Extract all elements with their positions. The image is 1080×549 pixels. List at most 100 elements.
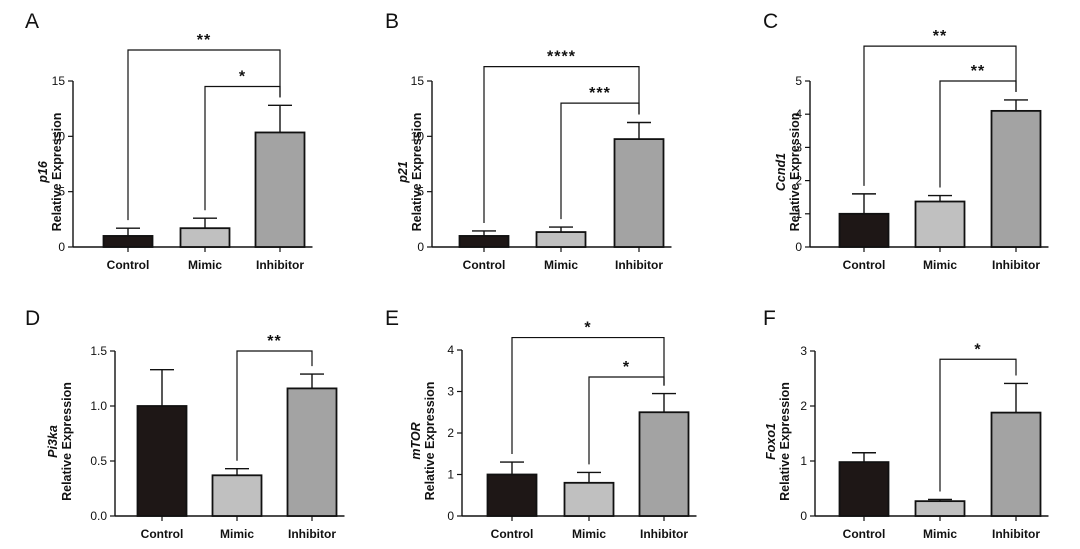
significance-label: ** (971, 63, 985, 80)
gene-label: Foxo1 (764, 423, 778, 460)
y-tick-label: 0.5 (90, 454, 107, 468)
x-tick-label: Inhibitor (992, 527, 1040, 541)
y-tick-label: 0 (58, 240, 65, 254)
y-tick-label: 3 (795, 140, 802, 154)
y-tick-label: 0 (447, 509, 454, 523)
gene-label: p21 (396, 161, 410, 184)
y-tick-label: 4 (795, 107, 802, 121)
bar-control (838, 212, 890, 248)
y-tick-label: 3 (800, 344, 807, 358)
x-tick-label: Control (107, 258, 150, 272)
x-tick-label: Mimic (572, 527, 606, 541)
bar-mimic (914, 200, 966, 248)
x-tick-label: Control (491, 527, 534, 541)
panel-letter: D (25, 307, 40, 330)
y-tick-label: 15 (411, 74, 425, 88)
y-tick-label: 3 (447, 385, 454, 399)
bar-inhibitor (254, 131, 306, 248)
bar-control (486, 473, 538, 517)
y-tick-label: 1.0 (90, 399, 107, 413)
ylabel-text: Relative Expression (788, 113, 802, 232)
gene-label: Ccnd1 (774, 153, 788, 191)
y-tick-label: 1 (447, 468, 454, 482)
panel-letter: B (385, 10, 399, 33)
x-tick-label: Mimic (544, 258, 578, 272)
significance-bracket (236, 350, 313, 461)
y-axis-label: p16 Relative Expression (36, 113, 64, 232)
bar-inhibitor (638, 411, 690, 517)
y-tick-label: 1.5 (90, 344, 107, 358)
significance-label: * (974, 341, 981, 358)
significance-label: **** (547, 49, 576, 66)
x-tick-label: Mimic (188, 258, 222, 272)
x-tick-label: Mimic (923, 527, 957, 541)
panel-letter: F (763, 307, 776, 330)
bar-mimic (211, 474, 263, 517)
gene-label: mTOR (409, 422, 423, 459)
ylabel-text: Relative Expression (50, 113, 64, 232)
significance-bracket (483, 66, 640, 223)
y-tick-label: 2 (447, 426, 454, 440)
y-tick-label: 2 (795, 174, 802, 188)
bar-inhibitor (990, 109, 1042, 248)
x-tick-label: Mimic (220, 527, 254, 541)
bar-inhibitor (286, 387, 338, 517)
x-tick-label: Control (141, 527, 184, 541)
panel-c: C Ccnd1 Relative Expression 0 1 2 3 4 5 Control Mi… (763, 10, 1049, 272)
x-tick-label: Inhibitor (256, 258, 304, 272)
ylabel-text: Relative Expression (410, 113, 424, 232)
x-tick-label: Control (843, 527, 886, 541)
bar-mimic (563, 481, 615, 517)
y-tick-label: 1 (800, 454, 807, 468)
y-tick-label: 5 (58, 185, 65, 199)
y-tick-label: 0.0 (90, 509, 107, 523)
x-tick-label: Mimic (923, 258, 957, 272)
significance-label: * (623, 359, 630, 376)
y-tick-label: 1 (795, 207, 802, 221)
panel-letter: C (763, 10, 778, 33)
y-tick-label: 10 (411, 129, 425, 143)
significance-label: ** (933, 28, 947, 45)
y-tick-label: 5 (795, 74, 802, 88)
panel-letter: A (25, 10, 39, 33)
ylabel-text: Relative Expression (60, 382, 74, 501)
y-axis-label: Foxo1 Relative Expression (764, 382, 792, 501)
bar-mimic (914, 500, 966, 517)
bar-control (136, 405, 188, 517)
x-tick-label: Control (843, 258, 886, 272)
bar-inhibitor (990, 411, 1042, 517)
bar-mimic (179, 227, 231, 248)
x-tick-label: Inhibitor (615, 258, 663, 272)
bar-inhibitor (613, 138, 665, 248)
y-tick-label: 0 (800, 509, 807, 523)
bar-mimic (535, 231, 587, 248)
y-axis-label: mTOR Relative Expression (409, 382, 437, 501)
y-tick-label: 10 (52, 129, 66, 143)
x-tick-label: Inhibitor (288, 527, 336, 541)
significance-label: * (584, 320, 591, 337)
ylabel-text: Relative Expression (778, 382, 792, 501)
gene-label: p16 (36, 160, 50, 184)
x-tick-label: Inhibitor (640, 527, 688, 541)
y-tick-label: 0 (795, 240, 802, 254)
significance-bracket (863, 45, 1017, 186)
y-tick-label: 4 (447, 343, 454, 357)
significance-label: ** (267, 333, 281, 350)
significance-bracket (511, 336, 665, 455)
y-axis-label: Pi3ka Relative Expression (46, 382, 74, 501)
y-axis-label: Ccnd1 Relative Expression (774, 113, 802, 232)
y-axis-label: p21 Relative Expression (396, 113, 424, 232)
x-tick-label: Control (463, 258, 506, 272)
panel-letter: E (385, 307, 399, 330)
y-tick-label: 5 (417, 185, 424, 199)
panel-f: F Foxo1 Relative Expression 0 1 2 3 Control Mimi… (763, 307, 1049, 541)
y-tick-label: 2 (800, 399, 807, 413)
bar-control (838, 461, 890, 517)
x-tick-label: Inhibitor (992, 258, 1040, 272)
significance-label: * (239, 69, 246, 86)
bar-control (102, 235, 154, 248)
significance-bracket (939, 358, 1017, 492)
